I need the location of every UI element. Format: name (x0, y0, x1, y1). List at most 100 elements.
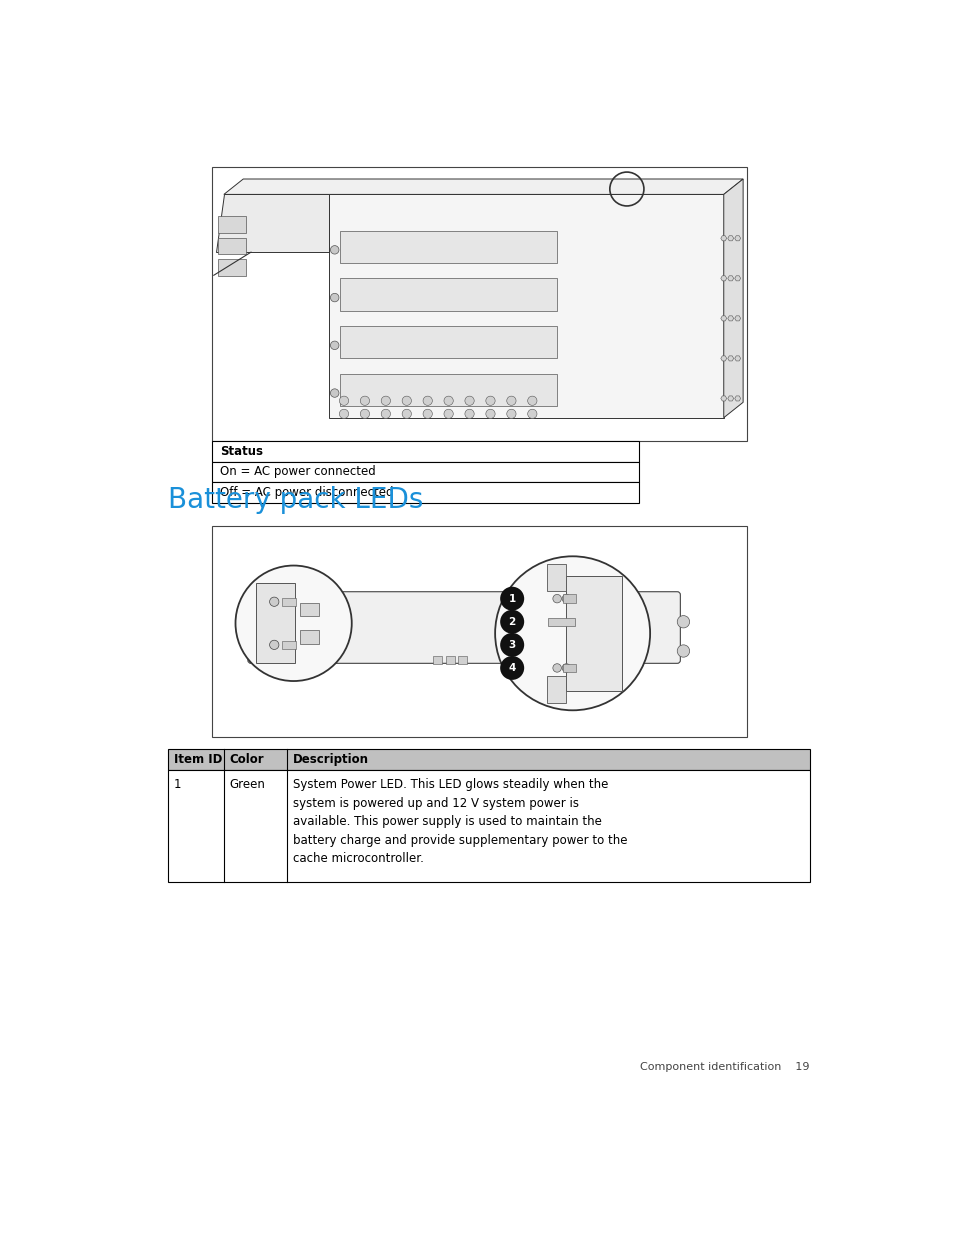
FancyBboxPatch shape (212, 168, 746, 441)
Polygon shape (328, 194, 723, 417)
Text: On = AC power connected: On = AC power connected (220, 466, 375, 478)
Circle shape (402, 396, 411, 405)
FancyBboxPatch shape (282, 598, 295, 605)
Circle shape (270, 597, 278, 606)
FancyBboxPatch shape (168, 748, 809, 771)
FancyBboxPatch shape (218, 216, 245, 233)
Circle shape (330, 389, 338, 398)
FancyBboxPatch shape (256, 583, 294, 663)
Text: Component identification    19: Component identification 19 (639, 1062, 809, 1072)
Polygon shape (734, 356, 740, 361)
Circle shape (339, 396, 348, 405)
Text: Battery pack LEDs: Battery pack LEDs (168, 485, 423, 514)
FancyBboxPatch shape (457, 656, 467, 664)
Circle shape (506, 409, 516, 419)
Circle shape (527, 396, 537, 405)
Polygon shape (727, 316, 733, 321)
Circle shape (527, 409, 537, 419)
Text: Status: Status (220, 445, 263, 458)
Text: Description: Description (293, 753, 369, 766)
Polygon shape (720, 236, 726, 241)
FancyBboxPatch shape (340, 278, 557, 311)
Circle shape (485, 409, 495, 419)
Circle shape (330, 341, 338, 350)
FancyBboxPatch shape (562, 594, 575, 603)
Text: 4: 4 (508, 663, 516, 673)
FancyBboxPatch shape (248, 592, 679, 663)
Circle shape (235, 566, 352, 680)
Text: Item ID: Item ID (173, 753, 222, 766)
Polygon shape (720, 275, 726, 280)
FancyBboxPatch shape (212, 483, 638, 503)
FancyBboxPatch shape (299, 603, 319, 616)
Circle shape (677, 615, 689, 627)
FancyBboxPatch shape (299, 630, 319, 645)
Polygon shape (720, 356, 726, 361)
FancyBboxPatch shape (546, 564, 566, 592)
Circle shape (422, 396, 432, 405)
Circle shape (270, 640, 278, 650)
FancyBboxPatch shape (566, 576, 621, 692)
Circle shape (360, 409, 369, 419)
Polygon shape (734, 316, 740, 321)
Polygon shape (216, 194, 328, 252)
Circle shape (339, 409, 348, 419)
FancyBboxPatch shape (445, 656, 455, 664)
Circle shape (402, 409, 411, 419)
Circle shape (330, 246, 338, 254)
Text: Color: Color (229, 753, 264, 766)
Text: Green: Green (229, 778, 265, 792)
FancyBboxPatch shape (168, 771, 809, 882)
Circle shape (553, 594, 560, 603)
Text: 1: 1 (508, 594, 516, 604)
Circle shape (499, 656, 523, 680)
Polygon shape (734, 236, 740, 241)
FancyBboxPatch shape (282, 641, 295, 648)
Text: 2: 2 (508, 616, 516, 626)
Circle shape (464, 396, 474, 405)
FancyBboxPatch shape (212, 526, 746, 737)
Circle shape (499, 632, 523, 657)
Circle shape (381, 409, 390, 419)
Circle shape (443, 409, 453, 419)
Circle shape (381, 396, 390, 405)
Circle shape (485, 396, 495, 405)
FancyBboxPatch shape (340, 374, 557, 406)
Circle shape (561, 663, 570, 672)
Text: Off = AC power disconnected: Off = AC power disconnected (220, 487, 393, 499)
FancyBboxPatch shape (212, 462, 638, 483)
Circle shape (360, 396, 369, 405)
FancyBboxPatch shape (546, 676, 566, 703)
Text: System Power LED. This LED glows steadily when the
system is powered up and 12 V: System Power LED. This LED glows steadil… (293, 778, 627, 864)
Polygon shape (734, 396, 740, 401)
Text: 3: 3 (508, 640, 516, 650)
Circle shape (422, 409, 432, 419)
Circle shape (499, 587, 523, 610)
Polygon shape (727, 396, 733, 401)
Circle shape (443, 396, 453, 405)
Polygon shape (727, 236, 733, 241)
Polygon shape (720, 396, 726, 401)
Circle shape (553, 663, 560, 672)
Polygon shape (224, 179, 742, 194)
FancyBboxPatch shape (547, 618, 575, 626)
FancyBboxPatch shape (340, 326, 557, 358)
FancyBboxPatch shape (340, 231, 557, 263)
Circle shape (677, 645, 689, 657)
FancyBboxPatch shape (433, 656, 442, 664)
Polygon shape (734, 275, 740, 280)
Circle shape (330, 294, 338, 301)
Circle shape (495, 556, 649, 710)
Polygon shape (720, 316, 726, 321)
Polygon shape (723, 179, 742, 417)
Polygon shape (727, 356, 733, 361)
Text: 1: 1 (173, 778, 181, 792)
FancyBboxPatch shape (218, 237, 245, 254)
Polygon shape (727, 275, 733, 280)
Circle shape (464, 409, 474, 419)
FancyBboxPatch shape (212, 441, 638, 462)
Circle shape (499, 610, 523, 634)
FancyBboxPatch shape (562, 663, 575, 672)
FancyBboxPatch shape (218, 259, 245, 275)
Circle shape (561, 594, 570, 603)
